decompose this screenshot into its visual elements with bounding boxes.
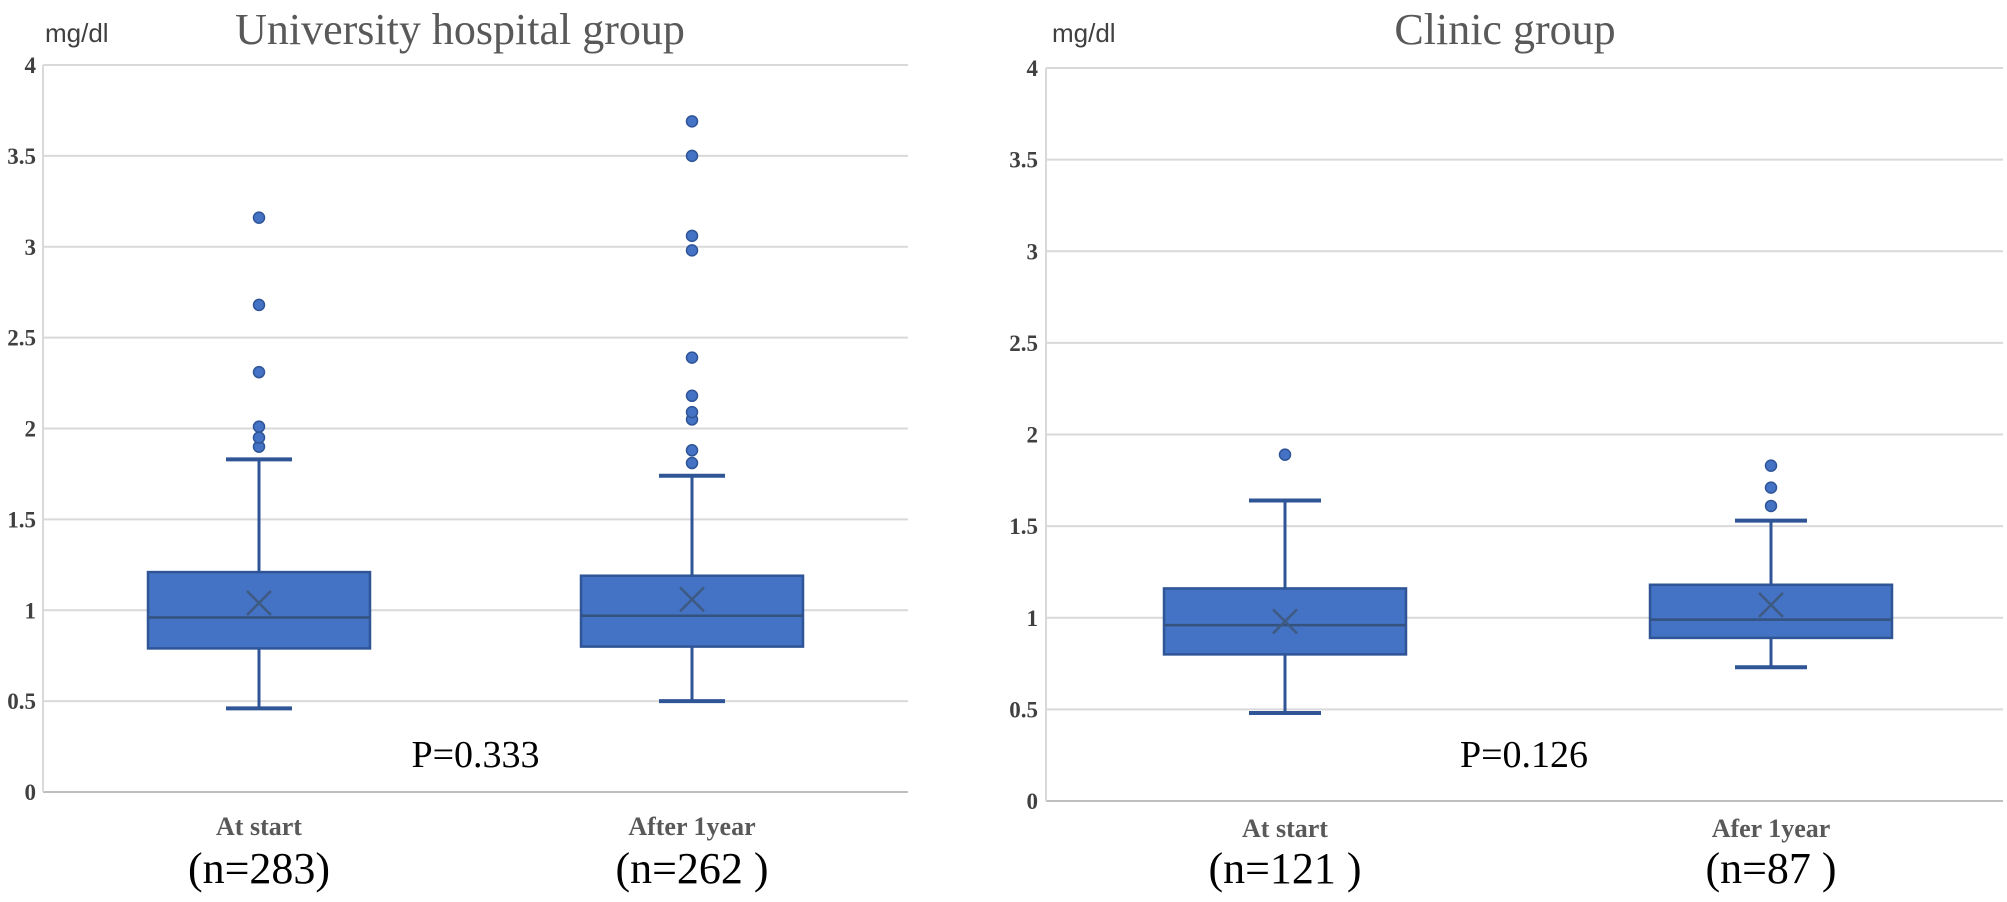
outlier-dot: [685, 229, 699, 243]
outlier-dot: [685, 456, 699, 470]
sample-size-label-right-at-start: (n=121 ): [1208, 844, 1362, 893]
y-axis-tick-label: 3: [1027, 239, 1039, 264]
y-axis-tick-label: 0.5: [7, 689, 36, 714]
mean-marker: [1272, 608, 1298, 635]
y-axis-unit-label-right: mg/dl: [1052, 18, 1116, 48]
y-axis-tick-label: 0: [25, 780, 37, 805]
category-label-left-at-start: At start: [216, 812, 302, 841]
y-axis-tick-label: 1: [1027, 606, 1039, 631]
y-axis-tick-label: 2.5: [7, 326, 36, 351]
y-axis-tick-label: 1.5: [7, 507, 36, 532]
y-axis-tick-label: 3: [25, 235, 37, 260]
outlier-dot: [252, 365, 266, 379]
category-label-left-after-1year: After 1year: [628, 812, 756, 841]
outlier-dot: [685, 444, 699, 457]
y-axis-tick-label: 2: [1027, 423, 1039, 448]
chart-title-university: University hospital group: [235, 5, 685, 54]
y-axis-tick-label: 2: [25, 417, 37, 442]
box: [579, 574, 805, 648]
y-axis-tick-label: 3.5: [1009, 148, 1038, 173]
category-label-right-at-start: At start: [1242, 814, 1328, 843]
outlier-dot: [252, 298, 266, 312]
outlier-dot: [252, 431, 266, 444]
mean-marker: [679, 586, 705, 613]
outlier-dot: [685, 405, 699, 419]
y-axis-tick-label: 3.5: [7, 144, 36, 169]
p-value-label-left: P=0.333: [411, 734, 540, 776]
mean-marker: [246, 590, 272, 616]
y-axis-tick-label: 0: [1027, 789, 1039, 814]
outlier-dot: [685, 389, 699, 403]
y-axis-tick-label: 4: [25, 53, 37, 78]
p-value-label-right: P=0.126: [1459, 734, 1589, 776]
sample-size-label-right-afer-1year: (n=87 ): [1705, 844, 1837, 893]
outlier-dot: [685, 115, 699, 128]
box: [146, 570, 372, 650]
y-axis-unit-label-left: mg/dl: [45, 18, 109, 48]
outlier-dot: [1764, 499, 1778, 513]
outlier-dot: [685, 149, 699, 163]
outlier-dot: [685, 244, 699, 257]
outlier-dot: [1278, 448, 1292, 461]
y-axis-tick-label: 2.5: [1009, 331, 1038, 356]
sample-size-label-left-at-start: (n=283): [187, 844, 331, 893]
y-axis-tick-label: 1.5: [1009, 514, 1038, 539]
y-axis-tick-label: 1: [25, 598, 37, 623]
chart-title-clinic: Clinic group: [1394, 5, 1616, 54]
sample-size-label-left-after-1year: (n=262 ): [615, 844, 769, 893]
outlier-dot: [252, 211, 266, 224]
outlier-dot: [1764, 481, 1778, 494]
y-axis-tick-label: 0.5: [1009, 697, 1038, 722]
outlier-dot: [1764, 459, 1778, 472]
outlier-dot: [685, 351, 699, 364]
outlier-dot: [252, 420, 266, 433]
box: [1648, 583, 1894, 640]
mean-marker: [1758, 592, 1784, 618]
category-label-right-afer-1year: Afer 1year: [1711, 814, 1831, 843]
y-axis-tick-label: 4: [1027, 56, 1039, 81]
